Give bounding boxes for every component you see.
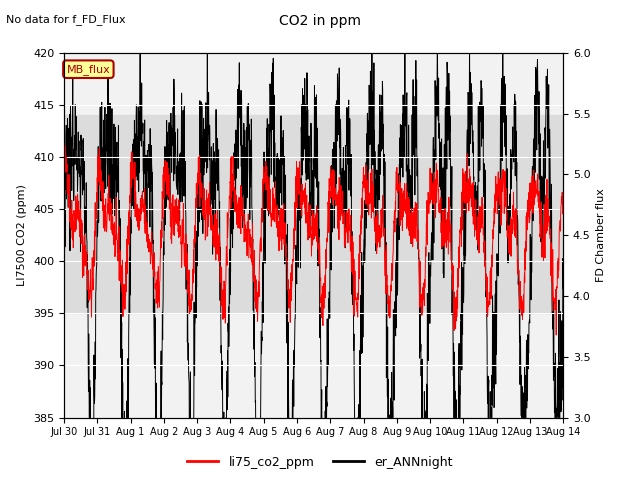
Text: MB_flux: MB_flux <box>67 64 110 75</box>
Text: No data for f_FD_Flux: No data for f_FD_Flux <box>6 14 126 25</box>
Y-axis label: LI7500 CO2 (ppm): LI7500 CO2 (ppm) <box>17 184 28 286</box>
Legend: li75_co2_ppm, er_ANNnight: li75_co2_ppm, er_ANNnight <box>182 451 458 474</box>
Y-axis label: FD Chamber flux: FD Chamber flux <box>596 188 606 282</box>
Bar <box>64 115 563 313</box>
Text: CO2 in ppm: CO2 in ppm <box>279 14 361 28</box>
